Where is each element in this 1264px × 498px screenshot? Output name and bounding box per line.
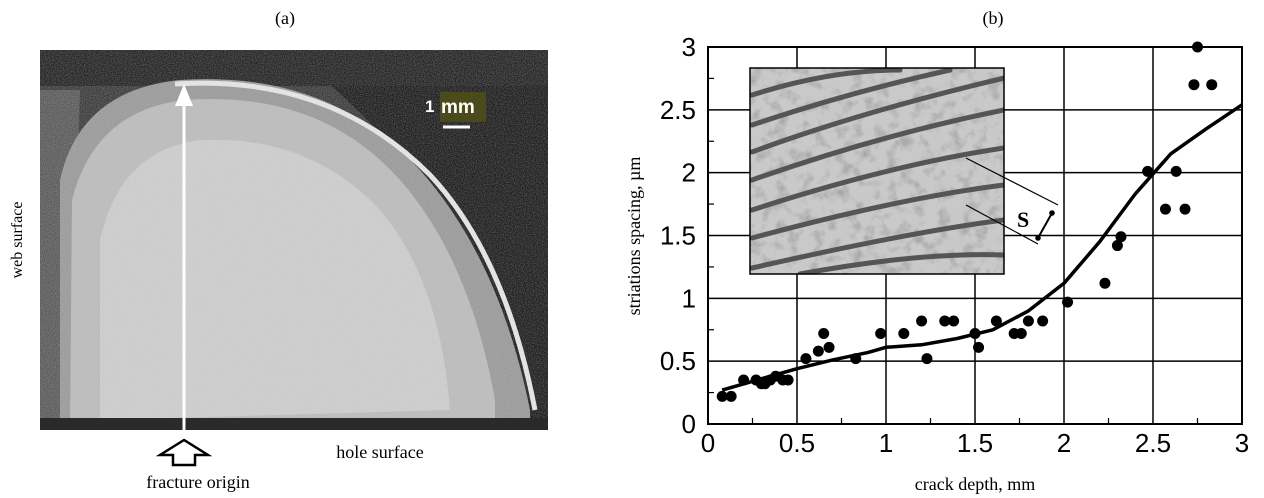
scale-bar-backdrop [440, 92, 486, 122]
striation-inset [749, 67, 1005, 275]
data-point [1115, 231, 1127, 243]
data-point [990, 315, 1002, 327]
data-point [1111, 240, 1123, 252]
crack-growth-arrow-head [175, 84, 193, 106]
spacing-marker [1037, 212, 1053, 239]
y-tick-label: 0 [682, 409, 696, 439]
chart-ticks: 0 0.5 1 1.5 2 2.5 3 0 0.5 1 1.5 2 2.5 3 [660, 32, 1249, 458]
striation-chart: S 0 0.5 1 1.5 2 2.5 3 0 0.5 1 1.5 2 2.5 3 crack depth… [624, 32, 1249, 494]
spacing-marker-end-bottom [1035, 235, 1041, 241]
hole-surface-label: hole surface [336, 442, 423, 462]
striation-guide-lower [965, 204, 1039, 245]
x-tick-label: 1.5 [957, 428, 993, 458]
y-tick-label: 2.5 [660, 95, 696, 125]
data-point [939, 315, 951, 327]
scale-bar-unit: mm [441, 97, 475, 118]
y-axis-title: striations spacing, µm [624, 157, 644, 316]
data-point [948, 315, 960, 327]
data-point [818, 328, 830, 340]
data-point [1170, 165, 1182, 177]
spacing-marker-end-top [1049, 210, 1055, 216]
y-tick-label: 1.5 [660, 221, 696, 251]
data-point [1159, 203, 1171, 215]
y-tick-label: 2 [682, 158, 696, 188]
x-axis-title: crack depth, mm [915, 474, 1035, 494]
fracture-origin-label: fracture origin [146, 472, 249, 492]
spacing-label: S [1017, 207, 1029, 232]
data-point [973, 341, 985, 353]
web-surface-label: web surface [9, 202, 26, 279]
trend-line [721, 103, 1243, 392]
panel-a-label: (a) [275, 8, 295, 29]
chart-series [716, 41, 1243, 402]
data-point [716, 390, 728, 402]
data-point [1192, 41, 1203, 53]
data-point [921, 353, 933, 365]
data-point [1099, 277, 1111, 289]
x-tick-label: 3 [1235, 428, 1249, 458]
x-tick-label: 0 [701, 428, 715, 458]
y-tick-label: 1 [682, 283, 696, 313]
x-tick-label: 1 [879, 428, 893, 458]
data-point [1179, 203, 1191, 215]
data-point [1062, 296, 1074, 308]
y-tick-label: 3 [682, 32, 696, 62]
data-point [823, 341, 835, 353]
fracture-origin-arrow [155, 438, 213, 467]
data-point [800, 353, 812, 365]
scale-bar-number: 1 [425, 97, 434, 116]
data-point [782, 374, 794, 386]
data-point [875, 328, 887, 340]
striation-guide-upper [965, 157, 1059, 206]
data-point [1142, 165, 1154, 177]
data-point [898, 328, 910, 340]
data-point [725, 390, 737, 402]
x-tick-label: 2 [1057, 428, 1071, 458]
data-point [1022, 315, 1034, 327]
panel-b-label: (b) [983, 8, 1004, 29]
data-point [916, 315, 928, 327]
data-point [1206, 79, 1218, 91]
data-point [1015, 328, 1027, 340]
data-point [1188, 79, 1200, 91]
x-tick-label: 2.5 [1135, 428, 1171, 458]
y-tick-label: 0.5 [660, 346, 696, 376]
data-point [812, 345, 824, 357]
data-point [1037, 315, 1049, 327]
x-tick-label: 0.5 [779, 428, 815, 458]
